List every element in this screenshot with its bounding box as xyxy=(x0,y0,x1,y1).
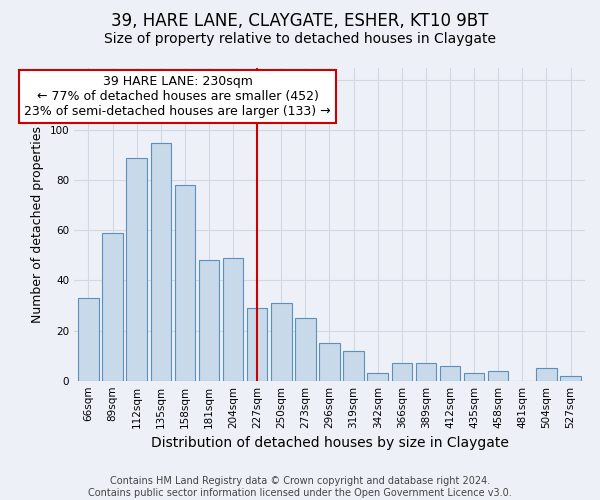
Bar xyxy=(295,318,316,380)
Y-axis label: Number of detached properties: Number of detached properties xyxy=(31,126,44,322)
Text: 39, HARE LANE, CLAYGATE, ESHER, KT10 9BT: 39, HARE LANE, CLAYGATE, ESHER, KT10 9BT xyxy=(112,12,488,30)
Bar xyxy=(392,363,412,380)
Text: Size of property relative to detached houses in Claygate: Size of property relative to detached ho… xyxy=(104,32,496,46)
Bar xyxy=(464,373,484,380)
Bar xyxy=(103,233,123,380)
X-axis label: Distribution of detached houses by size in Claygate: Distribution of detached houses by size … xyxy=(151,436,508,450)
Bar xyxy=(175,186,195,380)
Bar xyxy=(199,260,219,380)
Bar xyxy=(560,376,581,380)
Bar xyxy=(440,366,460,380)
Bar xyxy=(151,142,171,380)
Bar xyxy=(343,350,364,380)
Bar xyxy=(127,158,147,380)
Bar xyxy=(247,308,268,380)
Bar xyxy=(319,343,340,380)
Text: Contains HM Land Registry data © Crown copyright and database right 2024.
Contai: Contains HM Land Registry data © Crown c… xyxy=(88,476,512,498)
Bar xyxy=(488,370,508,380)
Bar xyxy=(367,373,388,380)
Text: 39 HARE LANE: 230sqm
← 77% of detached houses are smaller (452)
23% of semi-deta: 39 HARE LANE: 230sqm ← 77% of detached h… xyxy=(25,75,331,118)
Bar xyxy=(536,368,557,380)
Bar xyxy=(416,363,436,380)
Bar xyxy=(223,258,244,380)
Bar xyxy=(271,303,292,380)
Bar xyxy=(78,298,99,380)
